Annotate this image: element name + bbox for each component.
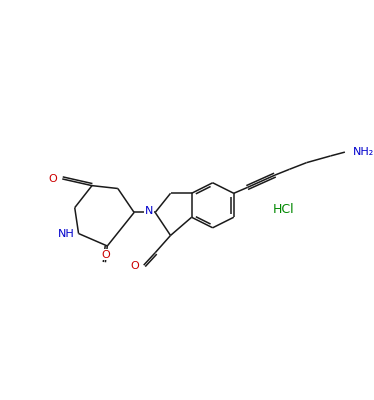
Text: O: O [49,174,58,184]
Text: O: O [101,250,110,260]
Text: NH₂: NH₂ [353,147,374,157]
Text: NH: NH [58,228,75,238]
Text: O: O [130,261,139,271]
Text: N: N [145,206,153,216]
Text: HCl: HCl [273,203,294,216]
